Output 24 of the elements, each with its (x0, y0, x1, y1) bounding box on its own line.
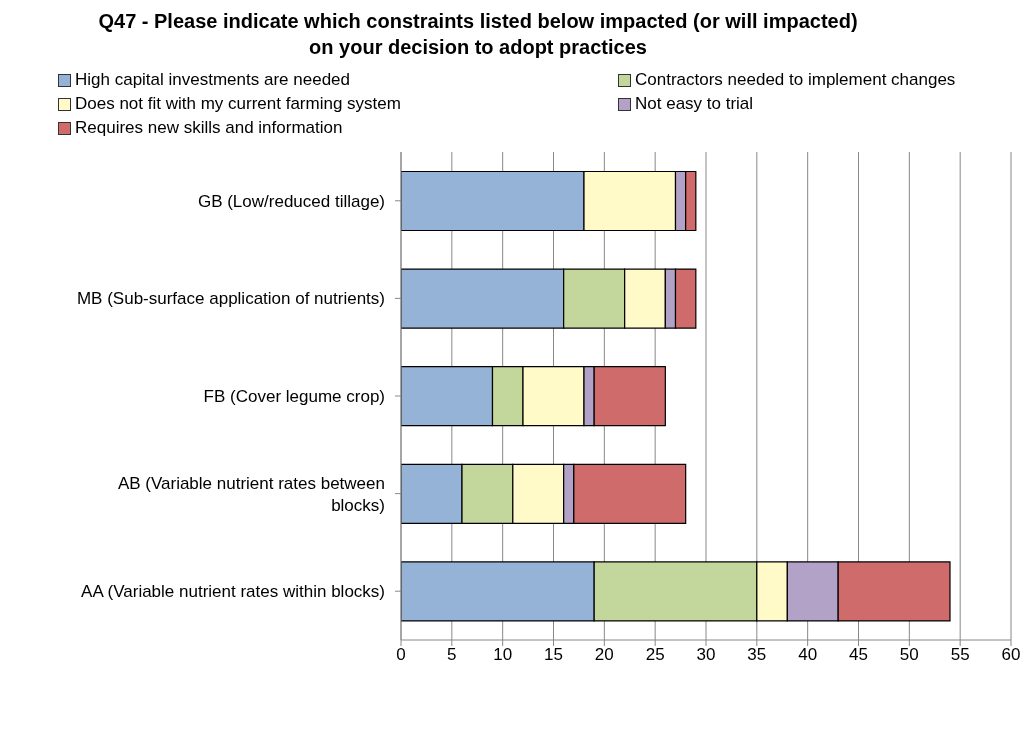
legend-label: Does not fit with my current farming system (75, 94, 401, 114)
x-tick-label: 60 (1001, 645, 1021, 665)
legend-label: Contractors needed to implement changes (635, 70, 956, 90)
x-tick-label: 20 (594, 645, 614, 665)
x-tick-label: 5 (447, 645, 457, 665)
y-tick-label: GB (Low/reduced tillage) (197, 191, 385, 211)
y-tick-label: AA (Variable nutrient rates within blocks) (81, 581, 385, 601)
y-tick-label: AB (Variable nutrient rates between blocks) (117, 473, 385, 515)
y-tick-label: FB (Cover legume crop) (203, 386, 385, 406)
x-tick-label: 25 (645, 645, 665, 665)
x-tick-label: 55 (950, 645, 970, 665)
legend-label: Requires new skills and information (75, 118, 343, 138)
legend-label: Not easy to trial (635, 94, 754, 114)
x-tick-label: 40 (798, 645, 818, 665)
y-tick-label: MB (Sub-surface application of nutrients) (76, 288, 385, 308)
x-tick-label: 10 (493, 645, 513, 665)
x-tick-label: 0 (396, 645, 406, 665)
chart-title: Q47 - Please indicate which constraints listed below impacted (or will impacted) on your decision to adopt practices (97, 9, 859, 60)
legend-label: High capital investments are needed (75, 70, 350, 90)
x-tick-label: 45 (849, 645, 868, 665)
x-tick-label: 15 (544, 645, 563, 665)
x-tick-label: 30 (696, 645, 716, 665)
x-tick-label: 35 (747, 645, 767, 665)
x-tick-label: 50 (899, 645, 919, 665)
